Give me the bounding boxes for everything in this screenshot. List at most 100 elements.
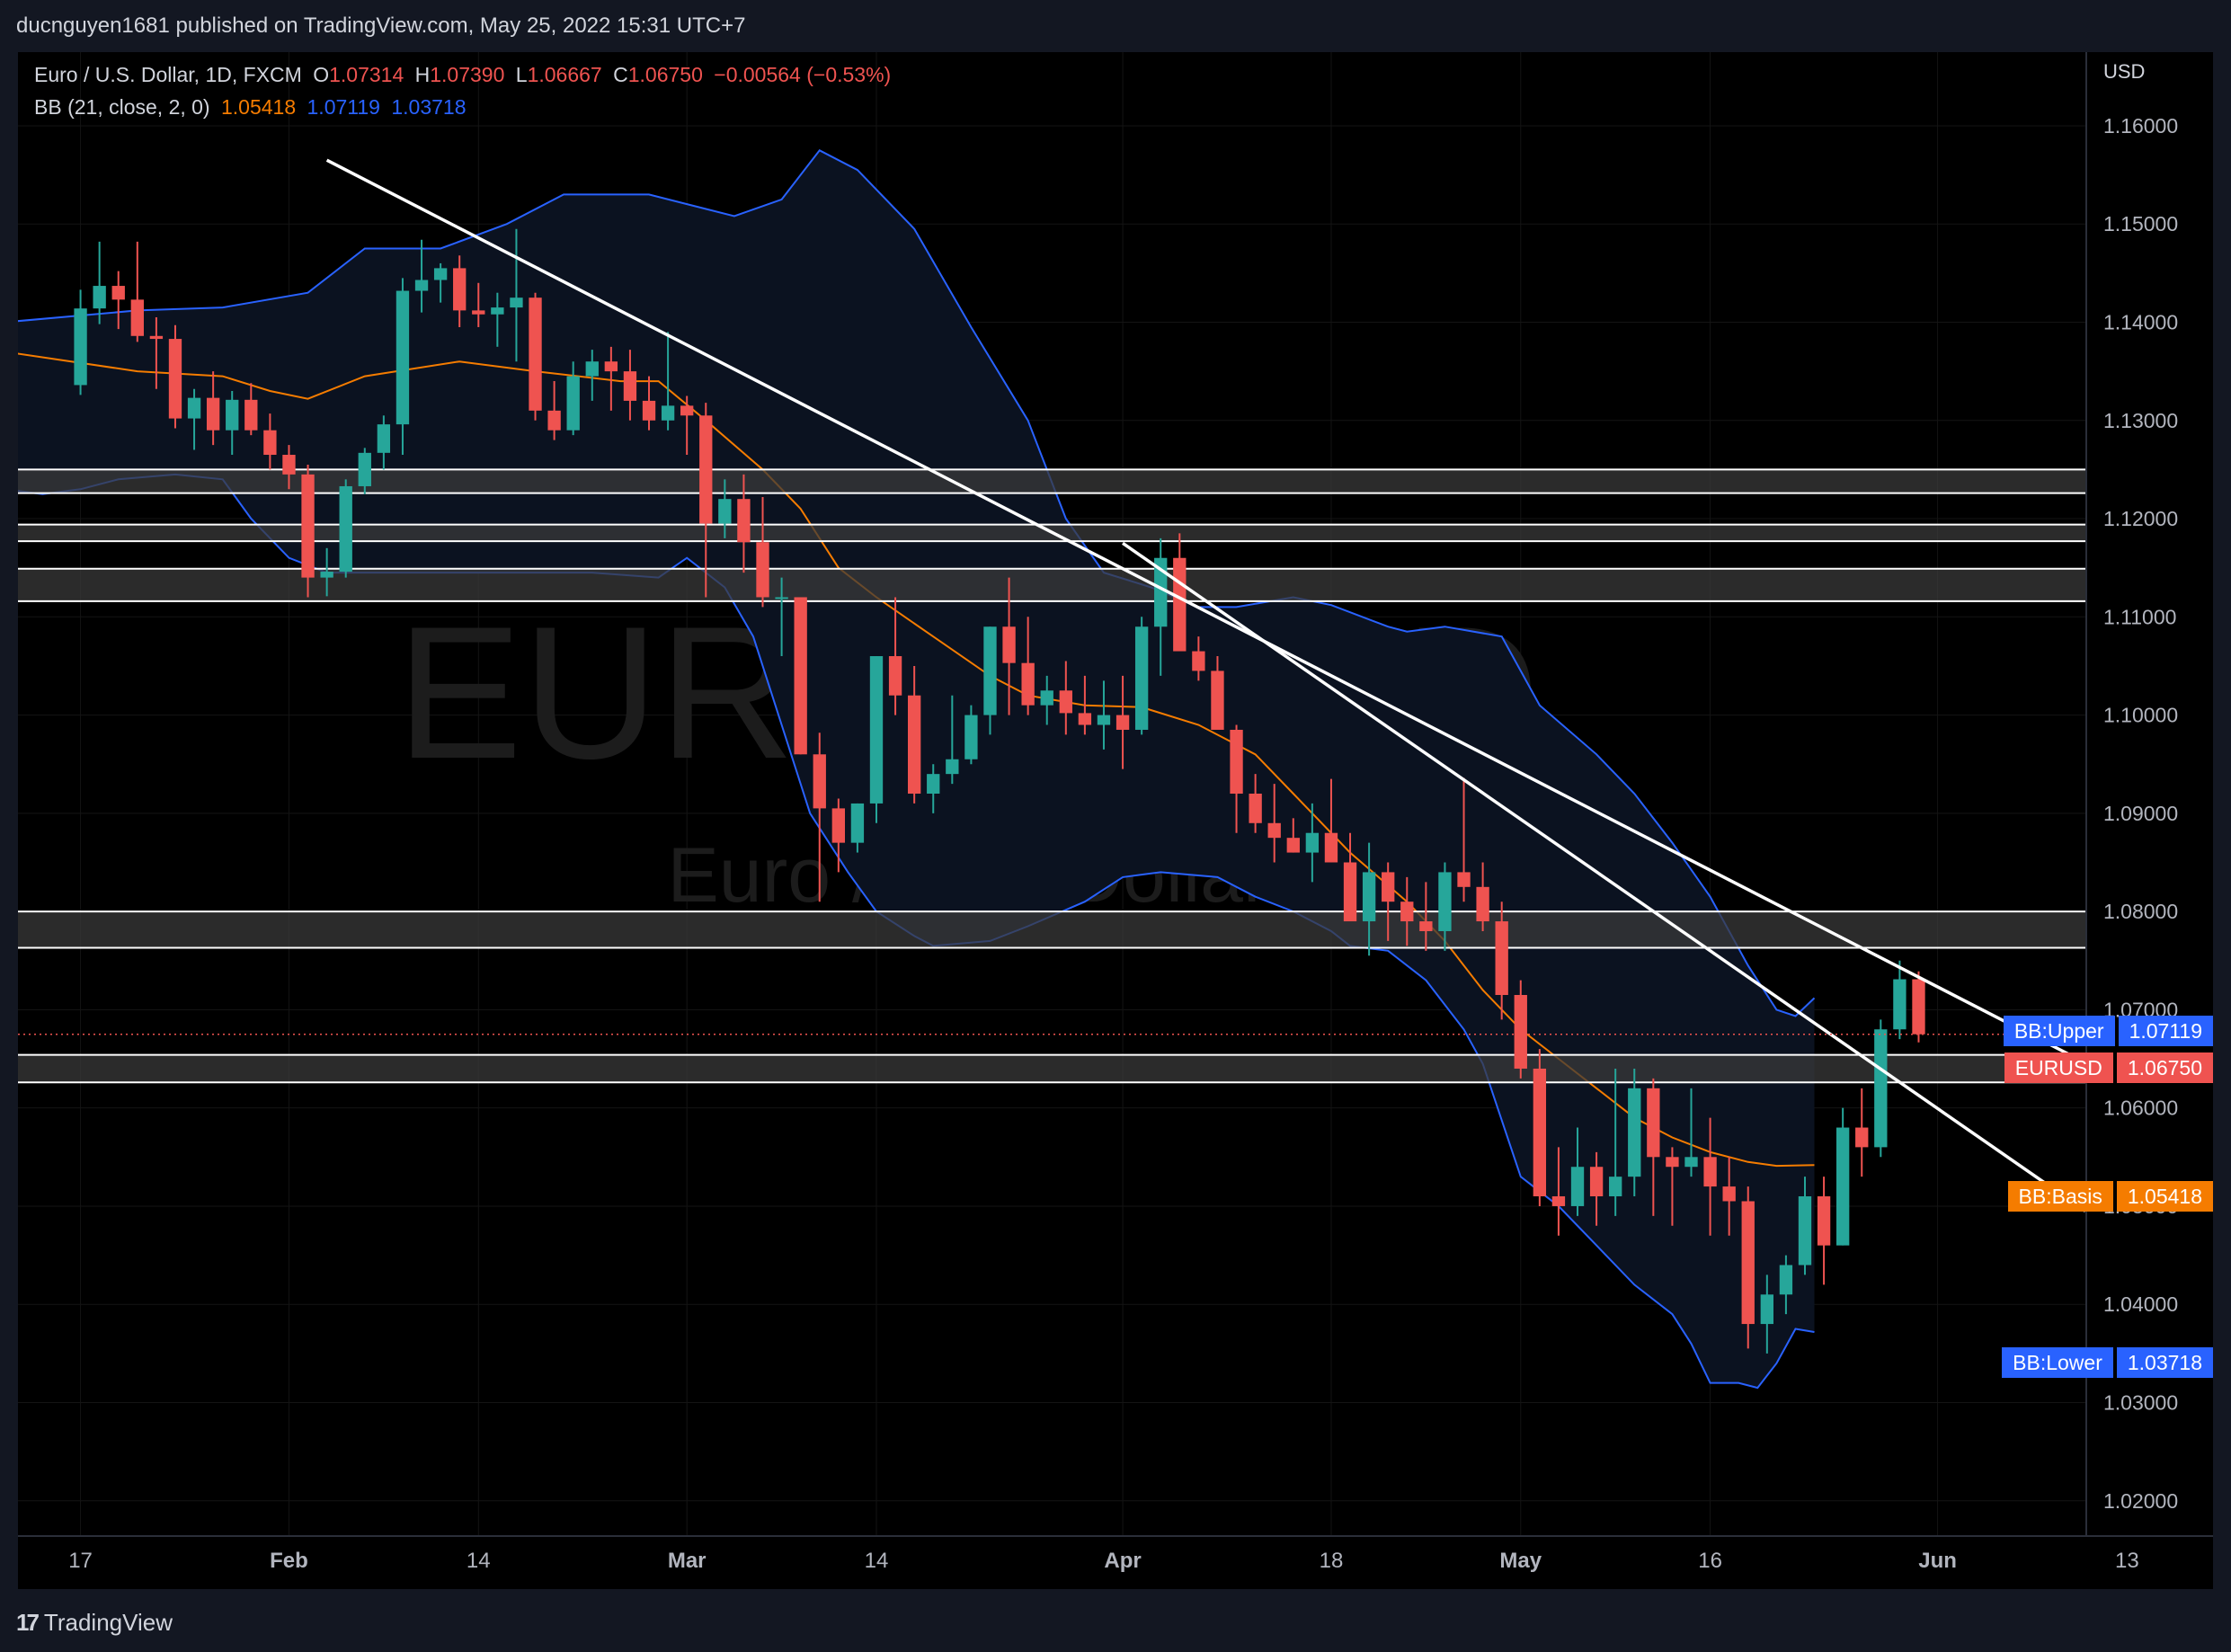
candle[interactable] [869,656,884,823]
candle[interactable] [1912,971,1925,1043]
candle[interactable] [642,376,656,431]
candle[interactable] [1514,980,1527,1079]
candle[interactable] [1419,882,1433,951]
candle[interactable] [737,474,751,573]
candle[interactable] [510,228,523,362]
candle[interactable] [1362,842,1376,956]
candle[interactable] [282,445,296,490]
candle[interactable] [226,390,239,456]
candle[interactable] [1684,1088,1698,1177]
candle[interactable] [1476,862,1489,931]
candle[interactable] [301,464,315,598]
bb-indicator-label[interactable]: BB (21, close, 2, 0) [34,95,210,119]
candle[interactable] [775,577,788,657]
candle[interactable] [1097,680,1111,750]
candle[interactable] [1589,1151,1604,1226]
candle[interactable] [1817,1177,1831,1285]
candle[interactable] [888,597,902,715]
candle[interactable] [927,764,940,813]
candle[interactable] [1192,636,1205,681]
candle[interactable] [850,803,865,853]
candle[interactable] [396,278,410,456]
candle[interactable] [1874,1019,1888,1158]
candle[interactable] [1230,724,1243,833]
candle[interactable] [1798,1177,1812,1275]
candle[interactable] [1211,656,1224,730]
candle[interactable] [946,695,959,785]
candle[interactable] [339,479,352,578]
candle[interactable] [187,388,201,450]
candle[interactable] [1779,1255,1793,1315]
currency-label[interactable]: USD [2103,60,2146,83]
candle[interactable] [1703,1117,1717,1236]
candle[interactable] [1154,537,1168,676]
price-zone[interactable] [18,1054,2085,1083]
candle[interactable] [1495,901,1508,1020]
candle[interactable] [907,665,921,804]
candle[interactable] [244,383,258,436]
candle[interactable] [794,597,807,755]
candle[interactable] [414,239,429,313]
price-zone[interactable] [18,469,2085,493]
candle[interactable] [377,415,391,470]
candle[interactable] [1457,777,1471,902]
candle[interactable] [1628,1068,1641,1197]
candle[interactable] [1134,617,1149,735]
legend-symbol[interactable]: Euro / U.S. Dollar, 1D, FXCM [34,63,302,86]
candle[interactable] [206,371,220,446]
candle[interactable] [320,547,333,597]
candle[interactable] [1305,803,1320,883]
candle[interactable] [1647,1078,1660,1216]
candle[interactable] [1116,675,1130,769]
candle[interactable] [699,403,713,598]
candle[interactable] [623,350,637,421]
chart-svg[interactable]: EURUSD, 1D Euro / U.S. Dollar 1.160001.1… [18,52,2213,1589]
candle[interactable] [472,282,485,327]
candle[interactable] [74,289,87,395]
candle[interactable] [547,381,561,440]
candle[interactable] [1249,774,1262,833]
candle[interactable] [585,350,599,401]
candle[interactable] [1382,862,1395,941]
candle[interactable] [111,271,125,330]
candle[interactable] [1666,1147,1679,1226]
candle[interactable] [1570,1127,1585,1216]
candle[interactable] [566,361,580,436]
candle[interactable] [1078,675,1092,735]
candle[interactable] [604,346,618,411]
candle[interactable] [1855,1088,1869,1177]
candle[interactable] [813,733,826,902]
candle[interactable] [1551,1147,1566,1236]
candle[interactable] [453,255,467,327]
price-zone[interactable] [18,568,2085,601]
candle[interactable] [1173,533,1187,652]
candle[interactable] [1343,832,1357,922]
candle[interactable] [491,292,504,347]
tradingview-logo[interactable]: 17 TradingView [16,1609,173,1637]
candle[interactable] [1286,818,1300,853]
trendline[interactable] [1122,541,2086,1212]
candle[interactable] [1741,1186,1755,1349]
candle[interactable] [756,497,769,608]
chart-area[interactable]: EURUSD, 1D Euro / U.S. Dollar 1.160001.1… [18,52,2213,1589]
candle[interactable] [1324,778,1338,863]
candle[interactable] [149,317,164,389]
candle[interactable] [1002,577,1016,715]
candle[interactable] [263,413,277,470]
candle[interactable] [1893,960,1907,1040]
candle[interactable] [1040,675,1053,725]
candle[interactable] [529,292,542,421]
candle[interactable] [983,626,997,735]
candle[interactable] [1722,1157,1736,1236]
candle[interactable] [168,324,182,429]
candle[interactable] [718,479,732,538]
candle[interactable] [1835,1107,1850,1246]
candle[interactable] [1609,1068,1622,1216]
candle[interactable] [964,705,978,765]
candle[interactable] [1021,617,1035,715]
candle[interactable] [1438,862,1452,951]
candle[interactable] [433,262,448,303]
price-axis-background[interactable] [2087,52,2213,1535]
candle[interactable] [831,798,845,873]
time-axis-background[interactable] [18,1537,2213,1589]
